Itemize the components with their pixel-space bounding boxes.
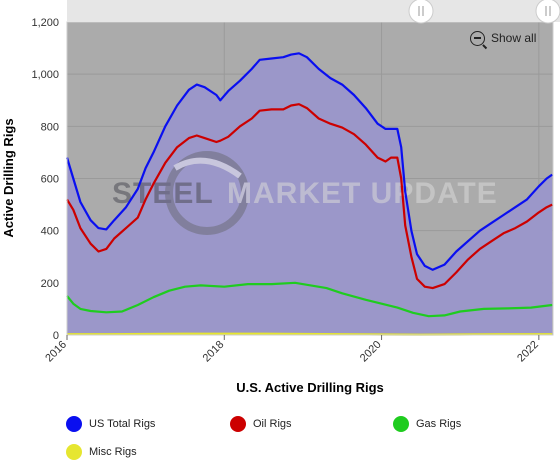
legend-item-misc[interactable]: Misc Rigs bbox=[66, 442, 137, 462]
chart: STEEL MARKET UPDATE 2016 2018 2020 2022 020… bbox=[1, 0, 560, 395]
x-tick-label: 2020 bbox=[358, 339, 384, 365]
show-all-label: Show all bbox=[491, 31, 537, 45]
legend-item-gas[interactable]: Gas Rigs bbox=[393, 414, 461, 434]
navigator-handle-left[interactable] bbox=[408, 0, 434, 24]
x-tick-label: 2016 bbox=[43, 339, 69, 365]
y-tick-label: 1,000 bbox=[31, 69, 59, 81]
legend-swatch-misc bbox=[66, 444, 82, 460]
oil-rigs-line bbox=[66, 103, 553, 290]
watermark-circle bbox=[165, 151, 249, 235]
us-total-rigs-line bbox=[65, 52, 553, 271]
x-axis-title: U.S. Active Drilling Rigs bbox=[236, 380, 384, 395]
legend-label-oil: Oil Rigs bbox=[253, 418, 292, 430]
y-tick-label: 200 bbox=[41, 278, 59, 290]
legend: US Total Rigs Oil Rigs Gas Rigs Misc Rig… bbox=[0, 406, 560, 461]
zoom-out-icon bbox=[470, 30, 485, 46]
us-total-area-fill bbox=[67, 53, 553, 336]
y-tick-label: 400 bbox=[41, 226, 59, 238]
watermark-swoosh bbox=[173, 157, 242, 179]
y-tick-label: 0 bbox=[53, 330, 59, 342]
legend-label-misc: Misc Rigs bbox=[89, 446, 137, 458]
x-tick-label: 2018 bbox=[201, 339, 227, 365]
gas-rigs-line bbox=[66, 281, 553, 318]
y-tick-label: 600 bbox=[41, 174, 59, 186]
show-all-button[interactable]: Show all bbox=[470, 28, 536, 48]
legend-swatch-us-total bbox=[66, 416, 82, 432]
legend-swatch-oil bbox=[230, 416, 246, 432]
legend-label-gas: Gas Rigs bbox=[416, 418, 462, 430]
y-tick-label: 1,200 bbox=[31, 17, 59, 29]
x-axis-ticks: 2016 2018 2020 2022 bbox=[43, 335, 541, 364]
legend-item-us-total[interactable]: US Total Rigs bbox=[66, 414, 155, 434]
y-axis-ticks: 0 200 400 600 800 1,000 1,200 bbox=[31, 17, 59, 342]
y-axis-title: Active Drilling Rigs bbox=[1, 118, 16, 237]
y-tick-label: 800 bbox=[41, 121, 59, 133]
x-tick-label: 2022 bbox=[515, 339, 541, 365]
watermark-text-right: MARKET UPDATE bbox=[227, 177, 498, 210]
navigator-handle-right[interactable] bbox=[535, 0, 560, 24]
legend-label-us-total: US Total Rigs bbox=[89, 418, 156, 430]
navigator-scrollbar-track[interactable] bbox=[67, 0, 560, 22]
legend-swatch-gas bbox=[393, 416, 409, 432]
legend-item-oil[interactable]: Oil Rigs bbox=[230, 414, 292, 434]
